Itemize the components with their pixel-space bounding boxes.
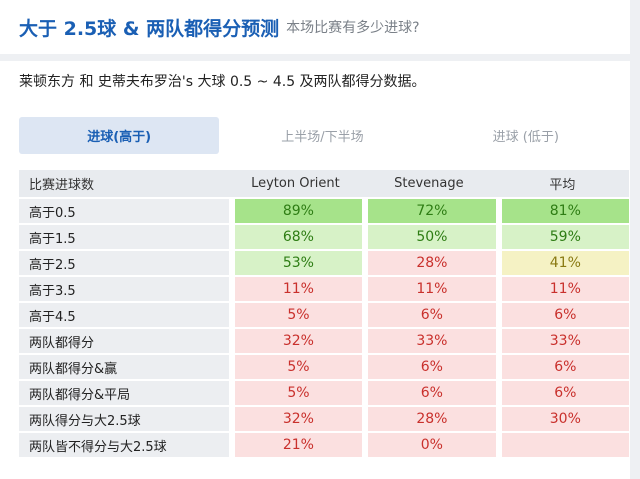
tab-half-time[interactable]: 上半场/下半场: [281, 130, 364, 145]
home-value: 68%: [228, 225, 363, 249]
row-label: 两队都得分: [19, 329, 229, 353]
row-label: 高于4.5: [19, 303, 229, 327]
home-value: 32%: [228, 407, 363, 431]
row-label: 高于3.5: [19, 277, 229, 301]
away-value: 6%: [362, 303, 496, 327]
table-row: 高于4.5 5% 6% 6%: [19, 303, 629, 327]
row-label: 两队得分与大2.5球: [19, 407, 229, 431]
away-value: 50%: [362, 225, 496, 249]
average-value: 11%: [495, 277, 629, 301]
home-value: 11%: [228, 277, 363, 301]
page-header: 大于 2.5球 & 两队都得分预测 本场比赛有多少进球?: [0, 0, 630, 54]
home-value: 5%: [228, 381, 363, 405]
away-value: 6%: [362, 381, 496, 405]
stats-card: 莱顿东方 和 史蒂夫布罗治's 大球 0.5 ~ 4.5 及两队都得分数据。 进…: [0, 61, 630, 479]
table-row: 两队都得分 32% 33% 33%: [19, 329, 629, 353]
col-header-goals: 比赛进球数: [19, 170, 229, 197]
row-label: 高于2.5: [19, 251, 229, 275]
tab-goals-over[interactable]: 进球(高于): [19, 117, 220, 154]
row-label: 两队都得分&赢: [19, 355, 229, 379]
away-value: 28%: [362, 251, 496, 275]
away-value: 0%: [362, 433, 496, 457]
row-label: 两队都得分&平局: [19, 381, 229, 405]
home-value: 21%: [228, 433, 363, 457]
table-body: 高于0.5 89% 72% 81% 高于1.5 68% 50% 59% 高于2.5 53% 28% 4…: [19, 199, 629, 457]
average-value: 81%: [495, 199, 629, 223]
table-row: 高于1.5 68% 50% 59%: [19, 225, 629, 249]
average-value: 6%: [495, 381, 629, 405]
away-value: 6%: [362, 355, 496, 379]
average-value: 6%: [495, 303, 629, 327]
row-label: 两队皆不得分与大2.5球: [19, 433, 229, 457]
away-value: 72%: [362, 199, 496, 223]
average-value: 59%: [495, 225, 629, 249]
goals-table: 比赛进球数 Leyton Orient Stevenage 平均 高于0.5 89…: [19, 168, 629, 459]
away-value: 33%: [362, 329, 496, 353]
average-value: 30%: [495, 407, 629, 431]
table-row: 两队得分与大2.5球 32% 28% 30%: [19, 407, 629, 431]
col-header-average: 平均: [495, 170, 629, 197]
average-value: [495, 433, 629, 457]
average-value: 41%: [495, 251, 629, 275]
table-header-row: 比赛进球数 Leyton Orient Stevenage 平均: [19, 170, 629, 197]
table-row: 两队都得分&赢 5% 6% 6%: [19, 355, 629, 379]
home-value: 53%: [228, 251, 363, 275]
tab-bar: 进球(高于) 上半场/下半场 进球 (低于): [19, 117, 629, 155]
match-description: 莱顿东方 和 史蒂夫布罗治's 大球 0.5 ~ 4.5 及两队都得分数据。: [19, 74, 426, 90]
away-value: 11%: [362, 277, 496, 301]
col-header-away: Stevenage: [362, 170, 496, 197]
row-label: 高于1.5: [19, 225, 229, 249]
home-value: 5%: [228, 355, 363, 379]
table-row: 高于2.5 53% 28% 41%: [19, 251, 629, 275]
average-value: 6%: [495, 355, 629, 379]
table-row: 两队皆不得分与大2.5球 21% 0%: [19, 433, 629, 457]
col-header-home: Leyton Orient: [228, 170, 363, 197]
table-row: 高于0.5 89% 72% 81%: [19, 199, 629, 223]
tab-goals-under[interactable]: 进球 (低于): [492, 130, 559, 145]
row-label: 高于0.5: [19, 199, 229, 223]
average-value: 33%: [495, 329, 629, 353]
page-title: 大于 2.5球 & 两队都得分预测: [19, 17, 280, 40]
home-value: 32%: [228, 329, 363, 353]
page-subtitle: 本场比赛有多少进球?: [286, 20, 420, 36]
away-value: 28%: [362, 407, 496, 431]
home-value: 5%: [228, 303, 363, 327]
table-row: 两队都得分&平局 5% 6% 6%: [19, 381, 629, 405]
table-row: 高于3.5 11% 11% 11%: [19, 277, 629, 301]
home-value: 89%: [228, 199, 363, 223]
